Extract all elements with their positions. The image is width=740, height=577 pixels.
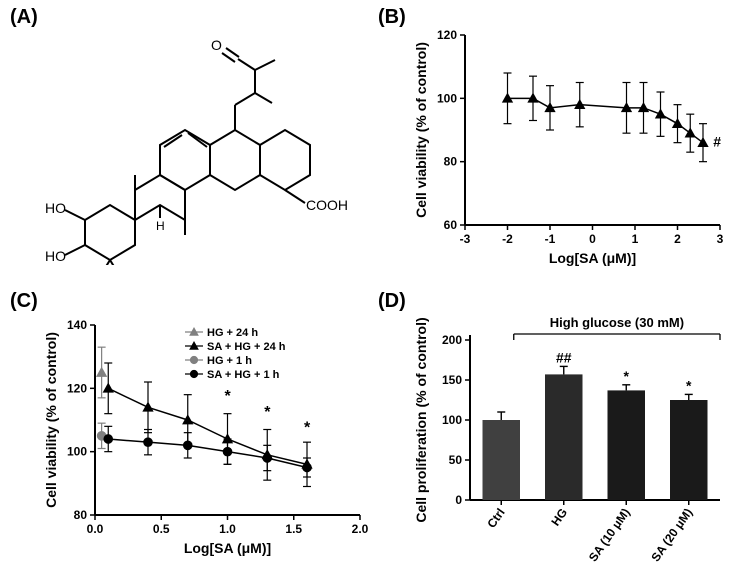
svg-text:-3: -3 xyxy=(460,232,471,246)
svg-text:Ctrl: Ctrl xyxy=(484,506,507,531)
svg-text:-2: -2 xyxy=(502,232,513,246)
svg-text:0.0: 0.0 xyxy=(87,522,104,536)
svg-text:100: 100 xyxy=(442,413,462,427)
svg-text:HG + 1 h: HG + 1 h xyxy=(207,355,252,367)
svg-text:1: 1 xyxy=(632,232,639,246)
svg-text:*: * xyxy=(624,368,630,384)
svg-text:-1: -1 xyxy=(545,232,556,246)
panel-b-label: (B) xyxy=(378,6,406,29)
svg-text:*: * xyxy=(264,404,271,421)
svg-text:*: * xyxy=(304,420,311,437)
svg-text:120: 120 xyxy=(67,381,87,395)
svg-text:3: 3 xyxy=(717,232,724,246)
svg-text:60: 60 xyxy=(444,218,458,232)
panel-b-chart: -3 -2 -1 0 1 2 3 60 80 100 120 Log[SA (μM)] Cell via… xyxy=(410,20,730,280)
svg-text:SA + HG + 1 h: SA + HG + 1 h xyxy=(207,369,280,381)
svg-text:SA + HG + 24 h: SA + HG + 24 h xyxy=(207,341,286,353)
svg-text:150: 150 xyxy=(442,373,462,387)
svg-text:100: 100 xyxy=(437,91,457,105)
svg-text:O: O xyxy=(211,37,222,53)
svg-text:*: * xyxy=(686,377,692,393)
svg-text:140: 140 xyxy=(67,318,87,332)
svg-text:HG: HG xyxy=(548,506,570,529)
svg-text:50: 50 xyxy=(449,453,463,467)
panel-d-chart: 0 50 100 150 200 Cell proliferation (% of con… xyxy=(410,310,730,570)
svg-text:1.0: 1.0 xyxy=(219,522,236,536)
svg-text:High glucose (30 mM): High glucose (30 mM) xyxy=(550,315,684,330)
panel-a-label: (A) xyxy=(10,6,38,29)
svg-text:100: 100 xyxy=(67,445,87,459)
svg-text:HO: HO xyxy=(45,200,66,216)
svg-text:120: 120 xyxy=(437,28,457,42)
svg-text:Cell proliferation (% of contr: Cell proliferation (% of control) xyxy=(413,317,429,522)
panel-c-label: (C) xyxy=(10,290,38,313)
svg-text:HG + 24 h: HG + 24 h xyxy=(207,327,258,339)
panel-c-chart: 0.0 0.5 1.0 1.5 2.0 80 100 120 140 Log[SA (μM)] Ce… xyxy=(40,310,370,570)
svg-text:#: # xyxy=(713,134,721,150)
svg-text:##: ## xyxy=(556,349,572,365)
svg-text:Cell viability (% of control): Cell viability (% of control) xyxy=(43,332,59,508)
svg-text:2: 2 xyxy=(674,232,681,246)
svg-text:H: H xyxy=(156,219,165,233)
panel-a-structure: HO HO H O COOH xyxy=(40,35,350,265)
svg-text:0: 0 xyxy=(589,232,596,246)
svg-text:SA (10 μM): SA (10 μM) xyxy=(586,506,633,564)
svg-text:80: 80 xyxy=(74,508,88,522)
svg-text:Cell viability (% of control): Cell viability (% of control) xyxy=(413,42,429,218)
panel-d-label: (D) xyxy=(378,290,406,313)
svg-text:COOH: COOH xyxy=(306,197,348,213)
svg-text:1.5: 1.5 xyxy=(285,522,302,536)
svg-text:Log[SA (μM)]: Log[SA (μM)] xyxy=(184,540,271,556)
svg-text:Log[SA (μM)]: Log[SA (μM)] xyxy=(549,250,636,266)
svg-text:SA (20 μM): SA (20 μM) xyxy=(648,506,695,564)
svg-text:0.5: 0.5 xyxy=(153,522,170,536)
svg-text:*: * xyxy=(225,388,232,405)
svg-text:80: 80 xyxy=(444,155,458,169)
svg-text:200: 200 xyxy=(442,333,462,347)
svg-text:HO: HO xyxy=(45,248,66,264)
svg-text:0: 0 xyxy=(455,493,462,507)
svg-text:2.0: 2.0 xyxy=(352,522,369,536)
